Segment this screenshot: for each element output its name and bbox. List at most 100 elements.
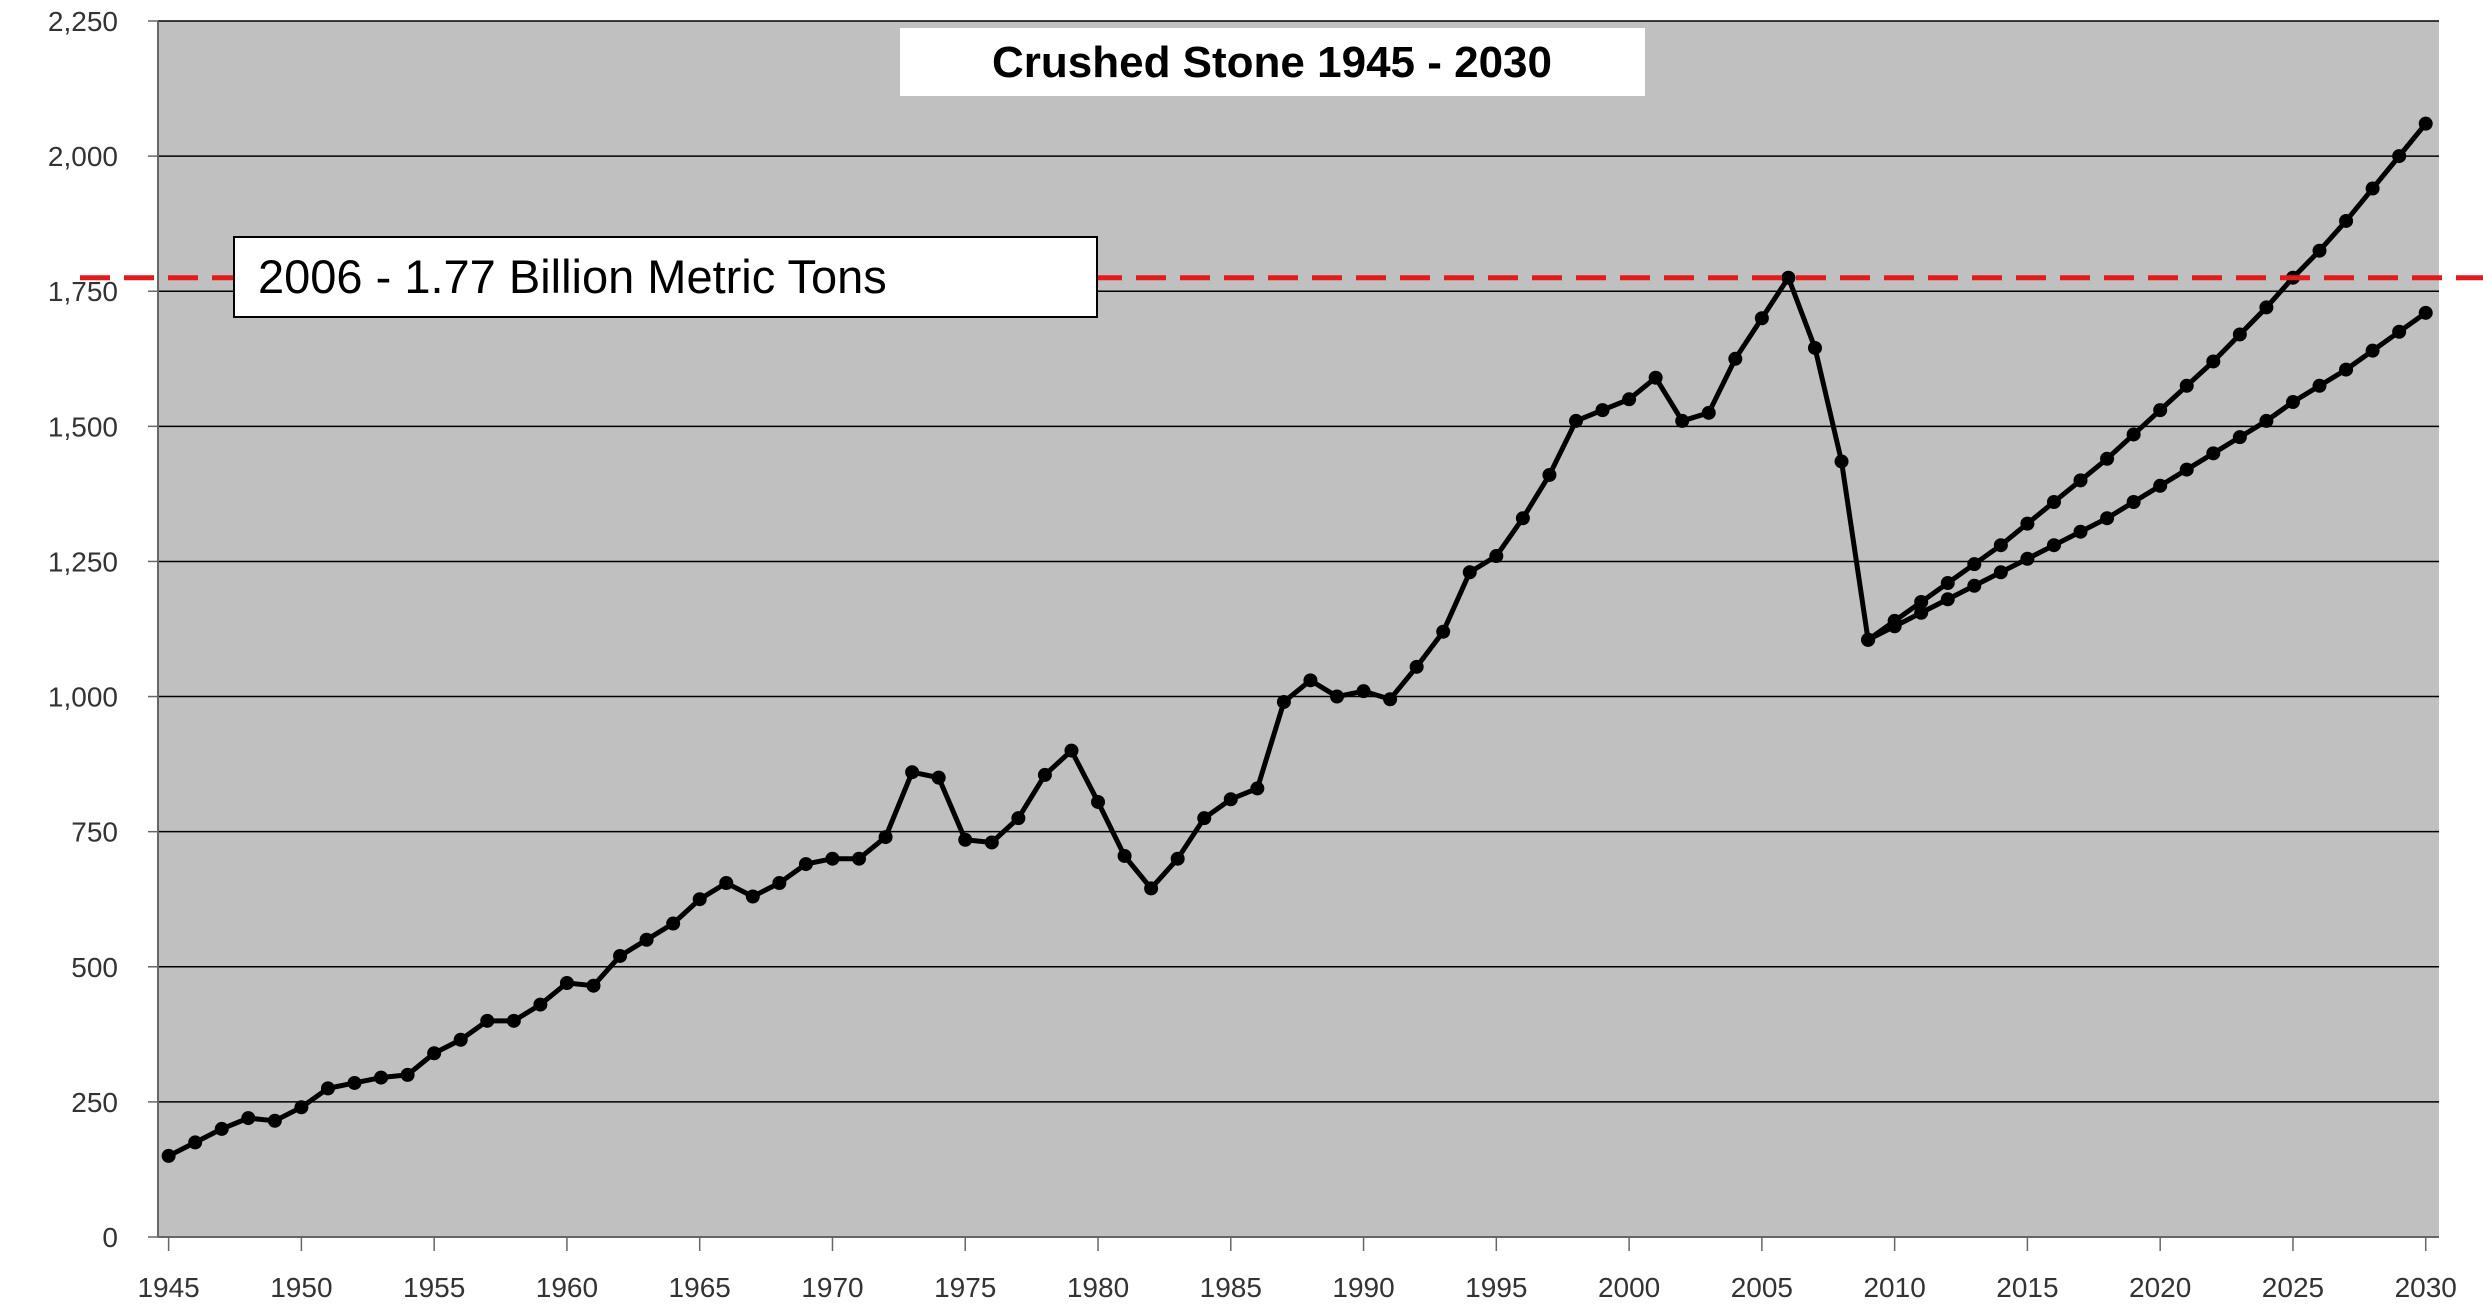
data-point bbox=[2285, 395, 2300, 410]
data-point bbox=[2100, 451, 2115, 466]
data-point bbox=[1914, 605, 1929, 620]
data-point bbox=[2179, 378, 2194, 393]
y-tick-label: 1,000 bbox=[48, 682, 118, 713]
y-tick-label: 0 bbox=[102, 1222, 118, 1253]
data-point bbox=[1330, 689, 1345, 704]
data-point bbox=[878, 830, 893, 845]
data-point bbox=[1356, 684, 1371, 699]
data-point bbox=[1993, 565, 2008, 580]
data-point bbox=[2339, 213, 2354, 228]
annotation-box: 2006 - 1.77 Billion Metric Tons bbox=[233, 236, 1098, 318]
data-point bbox=[188, 1135, 203, 1150]
y-tick-label: 1,750 bbox=[48, 276, 118, 307]
data-point bbox=[1515, 511, 1530, 526]
data-point bbox=[2073, 473, 2088, 488]
x-tick-label: 1975 bbox=[934, 1272, 996, 1303]
data-point bbox=[1462, 565, 1477, 580]
data-point bbox=[1728, 351, 1743, 366]
x-tick-label: 1945 bbox=[137, 1272, 199, 1303]
data-point bbox=[2339, 362, 2354, 377]
data-point bbox=[1409, 659, 1424, 674]
data-point bbox=[1197, 811, 1212, 826]
data-point bbox=[984, 835, 999, 850]
data-point bbox=[852, 851, 867, 866]
series-line bbox=[1866, 122, 2428, 642]
data-point bbox=[1436, 624, 1451, 639]
x-tick-label: 1980 bbox=[1067, 1272, 1129, 1303]
data-point bbox=[772, 876, 787, 891]
data-point bbox=[1223, 792, 1238, 807]
x-tick-label: 1970 bbox=[801, 1272, 863, 1303]
series-line bbox=[1866, 310, 2428, 643]
data-point bbox=[639, 932, 654, 947]
y-tick-label: 250 bbox=[71, 1087, 118, 1118]
plot-background bbox=[158, 21, 2439, 1237]
data-point bbox=[2126, 494, 2141, 509]
data-point bbox=[1940, 592, 1955, 607]
data-point bbox=[719, 876, 734, 891]
data-point bbox=[586, 978, 601, 993]
data-point bbox=[347, 1075, 362, 1090]
data-point bbox=[1887, 619, 1902, 634]
data-point bbox=[2126, 427, 2141, 442]
data-point bbox=[2259, 413, 2274, 428]
data-point bbox=[214, 1121, 229, 1136]
data-point bbox=[2153, 403, 2168, 418]
x-tick-label: 2000 bbox=[1598, 1272, 1660, 1303]
annotation-background bbox=[233, 236, 1098, 318]
data-point bbox=[480, 1013, 495, 1028]
data-point bbox=[666, 916, 681, 931]
data-point bbox=[1648, 370, 1663, 385]
data-point bbox=[1914, 594, 1929, 609]
data-point bbox=[2418, 116, 2433, 131]
x-tick-label: 2010 bbox=[1863, 1272, 1925, 1303]
data-point bbox=[931, 770, 946, 785]
x-tick-label: 1985 bbox=[1200, 1272, 1262, 1303]
data-point bbox=[1861, 632, 1876, 647]
data-point bbox=[1037, 767, 1052, 782]
data-point bbox=[1622, 392, 1637, 407]
title-box: Crushed Stone 1945 - 2030 bbox=[900, 28, 1645, 96]
data-point bbox=[2206, 354, 2221, 369]
data-point bbox=[2365, 343, 2380, 358]
data-point bbox=[1754, 311, 1769, 326]
data-point bbox=[294, 1100, 309, 1115]
data-point bbox=[1940, 576, 1955, 591]
data-point bbox=[374, 1070, 389, 1085]
x-tick-label: 1960 bbox=[536, 1272, 598, 1303]
data-point bbox=[2312, 243, 2327, 258]
data-point bbox=[745, 889, 760, 904]
data-point bbox=[1967, 557, 1982, 572]
data-point bbox=[2020, 516, 2035, 531]
data-point bbox=[2046, 538, 2061, 553]
data-point bbox=[453, 1032, 468, 1047]
data-point bbox=[2259, 300, 2274, 315]
title-background bbox=[900, 28, 1645, 96]
data-point bbox=[1303, 673, 1318, 688]
y-tick-label: 2,250 bbox=[48, 6, 118, 37]
data-point bbox=[1807, 340, 1822, 355]
y-tick-label: 1,250 bbox=[48, 546, 118, 577]
data-point bbox=[692, 892, 707, 907]
data-point bbox=[1250, 781, 1265, 796]
data-point bbox=[825, 851, 840, 866]
chart-title: Crushed Stone 1945 - 2030 bbox=[992, 38, 1552, 87]
x-tick-label: 1955 bbox=[403, 1272, 465, 1303]
data-point bbox=[161, 1148, 176, 1163]
annotation: 2006 - 1.77 Billion Metric Tons bbox=[258, 250, 887, 303]
data-point bbox=[2232, 430, 2247, 445]
x-tick-label: 1995 bbox=[1465, 1272, 1527, 1303]
data-point bbox=[400, 1067, 415, 1082]
data-point bbox=[905, 765, 920, 780]
x-tick-label: 2020 bbox=[2129, 1272, 2191, 1303]
data-point bbox=[1542, 467, 1557, 482]
data-point bbox=[267, 1113, 282, 1128]
x-tick-label: 1990 bbox=[1332, 1272, 1394, 1303]
x-tick-label: 2005 bbox=[1731, 1272, 1793, 1303]
data-point bbox=[1595, 403, 1610, 418]
data-point bbox=[2073, 524, 2088, 539]
data-point bbox=[1064, 743, 1079, 758]
data-point bbox=[1117, 848, 1132, 863]
